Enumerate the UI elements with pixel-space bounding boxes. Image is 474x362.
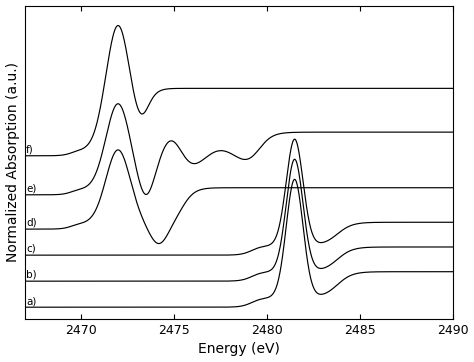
Y-axis label: Normalized Absorption (a.u.): Normalized Absorption (a.u.) — [6, 62, 19, 262]
Text: f): f) — [26, 144, 34, 155]
Text: c): c) — [26, 244, 36, 254]
Text: e): e) — [26, 184, 36, 194]
Text: b): b) — [26, 270, 36, 280]
Text: d): d) — [26, 218, 36, 228]
X-axis label: Energy (eV): Energy (eV) — [198, 342, 280, 357]
Text: a): a) — [26, 296, 36, 306]
